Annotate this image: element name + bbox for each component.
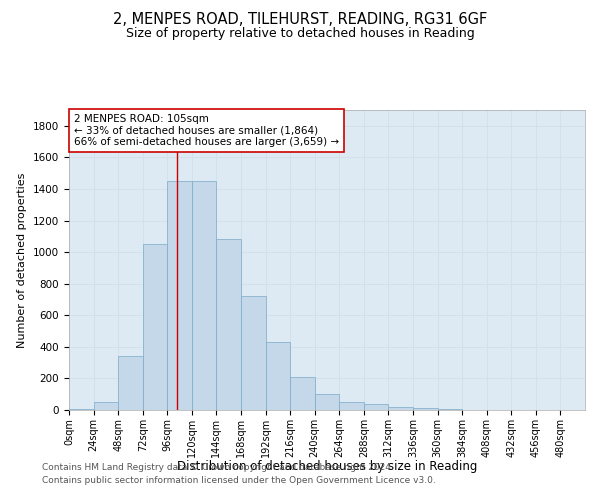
Text: 2 MENPES ROAD: 105sqm
← 33% of detached houses are smaller (1,864)
66% of semi-d: 2 MENPES ROAD: 105sqm ← 33% of detached … [74,114,339,147]
Bar [217,240,241,410]
Y-axis label: Number of detached properties: Number of detached properties [17,172,28,348]
Bar [437,409,462,410]
Bar [388,407,413,410]
Bar [290,377,315,410]
Bar [413,408,437,410]
Bar [94,402,118,410]
Bar [118,356,143,410]
Bar [364,404,388,410]
Bar [241,296,266,410]
Bar [143,244,167,410]
X-axis label: Distribution of detached houses by size in Reading: Distribution of detached houses by size … [177,460,477,472]
Text: Contains public sector information licensed under the Open Government Licence v3: Contains public sector information licen… [42,476,436,485]
Bar [167,181,192,410]
Bar [315,394,339,410]
Bar [266,342,290,410]
Text: Size of property relative to detached houses in Reading: Size of property relative to detached ho… [125,28,475,40]
Bar [192,181,217,410]
Text: Contains HM Land Registry data © Crown copyright and database right 2024.: Contains HM Land Registry data © Crown c… [42,464,394,472]
Bar [339,402,364,410]
Bar [69,409,94,410]
Text: 2, MENPES ROAD, TILEHURST, READING, RG31 6GF: 2, MENPES ROAD, TILEHURST, READING, RG31… [113,12,487,28]
